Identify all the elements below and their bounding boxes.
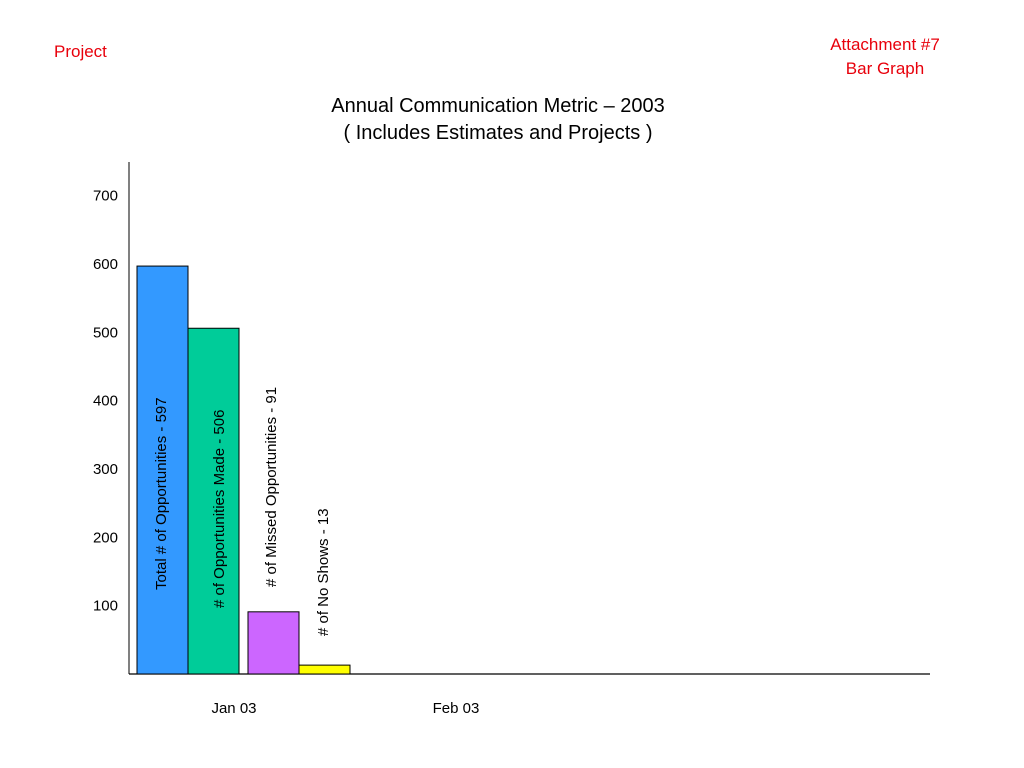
attachment-label: Attachment #7 Bar Graph <box>800 33 970 81</box>
chart-title-block: Annual Communication Metric – 2003 ( Inc… <box>248 93 748 147</box>
y-tick-label: 700 <box>93 188 118 205</box>
bar-data-label: # of No Shows - 13 <box>315 508 332 636</box>
chart-subtitle: ( Includes Estimates and Projects ) <box>343 122 653 144</box>
y-tick-label: 400 <box>93 393 118 410</box>
y-tick-label: 500 <box>93 324 118 341</box>
y-tick-label: 100 <box>93 598 118 615</box>
bar <box>247 611 300 675</box>
y-tick-label: 300 <box>93 461 118 478</box>
y-tick-label: 200 <box>93 529 118 546</box>
chart-title: Annual Communication Metric – 2003 <box>331 95 665 117</box>
bar-data-label: Total # of Opportunities - 597 <box>153 397 170 590</box>
bar <box>187 327 240 675</box>
attachment-type: Bar Graph <box>845 59 925 78</box>
y-tick-label: 600 <box>93 256 118 273</box>
bar <box>298 664 351 675</box>
x-tick-label: Jan 03 <box>211 700 256 717</box>
x-tick-label: Feb 03 <box>433 700 480 717</box>
attachment-number: Attachment #7 <box>830 35 940 54</box>
project-label: Project <box>54 42 107 61</box>
bar-data-label: # of Opportunities Made - 506 <box>211 410 228 608</box>
bar-data-label: # of Missed Opportunities - 91 <box>263 387 280 587</box>
